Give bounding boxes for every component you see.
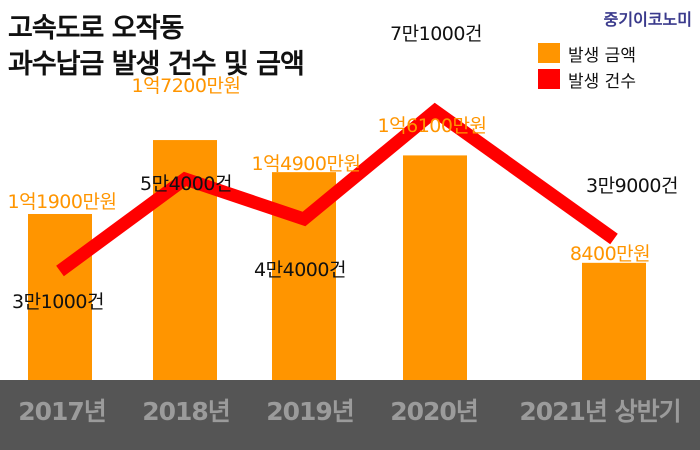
x-tick-label: 2018년 [142,397,230,426]
x-tick-label: 2019년 [266,397,354,426]
legend-label-amount: 발생 금액 [568,45,636,66]
legend-item-count: 발생 건수 [538,66,636,92]
line-value-label: 3만9000건 [586,175,678,197]
line-value-label: 5만4000건 [140,173,232,195]
legend-label-count: 발생 건수 [568,71,636,92]
bar-value-label: 1억1900만원 [8,191,117,213]
title-line-2: 과수납금 발생 건수 및 금액 [8,49,305,80]
line-value-label: 3만1000건 [12,291,104,313]
line-value-label: 4만4000건 [254,259,346,281]
bar-value-label: 8400만원 [570,243,650,265]
legend-swatch-amount [538,43,560,63]
bar-amount [582,262,646,380]
legend-swatch-count [538,69,560,89]
bar-amount [403,155,467,380]
bar-value-label: 1억7200만원 [132,75,241,97]
title-line-1: 고속도로 오작동 [8,13,184,44]
line-value-label: 7만1000건 [390,23,482,45]
x-axis-band [0,380,700,450]
x-tick-label: 2021년 상반기 [519,397,680,426]
brand-logo-text: 중기이코노미 [603,10,692,29]
bar-amount [28,213,92,380]
bar-value-label: 1억4900만원 [252,153,361,175]
x-tick-label: 2017년 [18,397,106,426]
bar-value-label: 1억6100만원 [378,115,487,137]
chart-legend: 발생 금액 발생 건수 [538,40,636,92]
x-tick-label: 2020년 [390,397,478,426]
legend-item-amount: 발생 금액 [538,40,636,66]
